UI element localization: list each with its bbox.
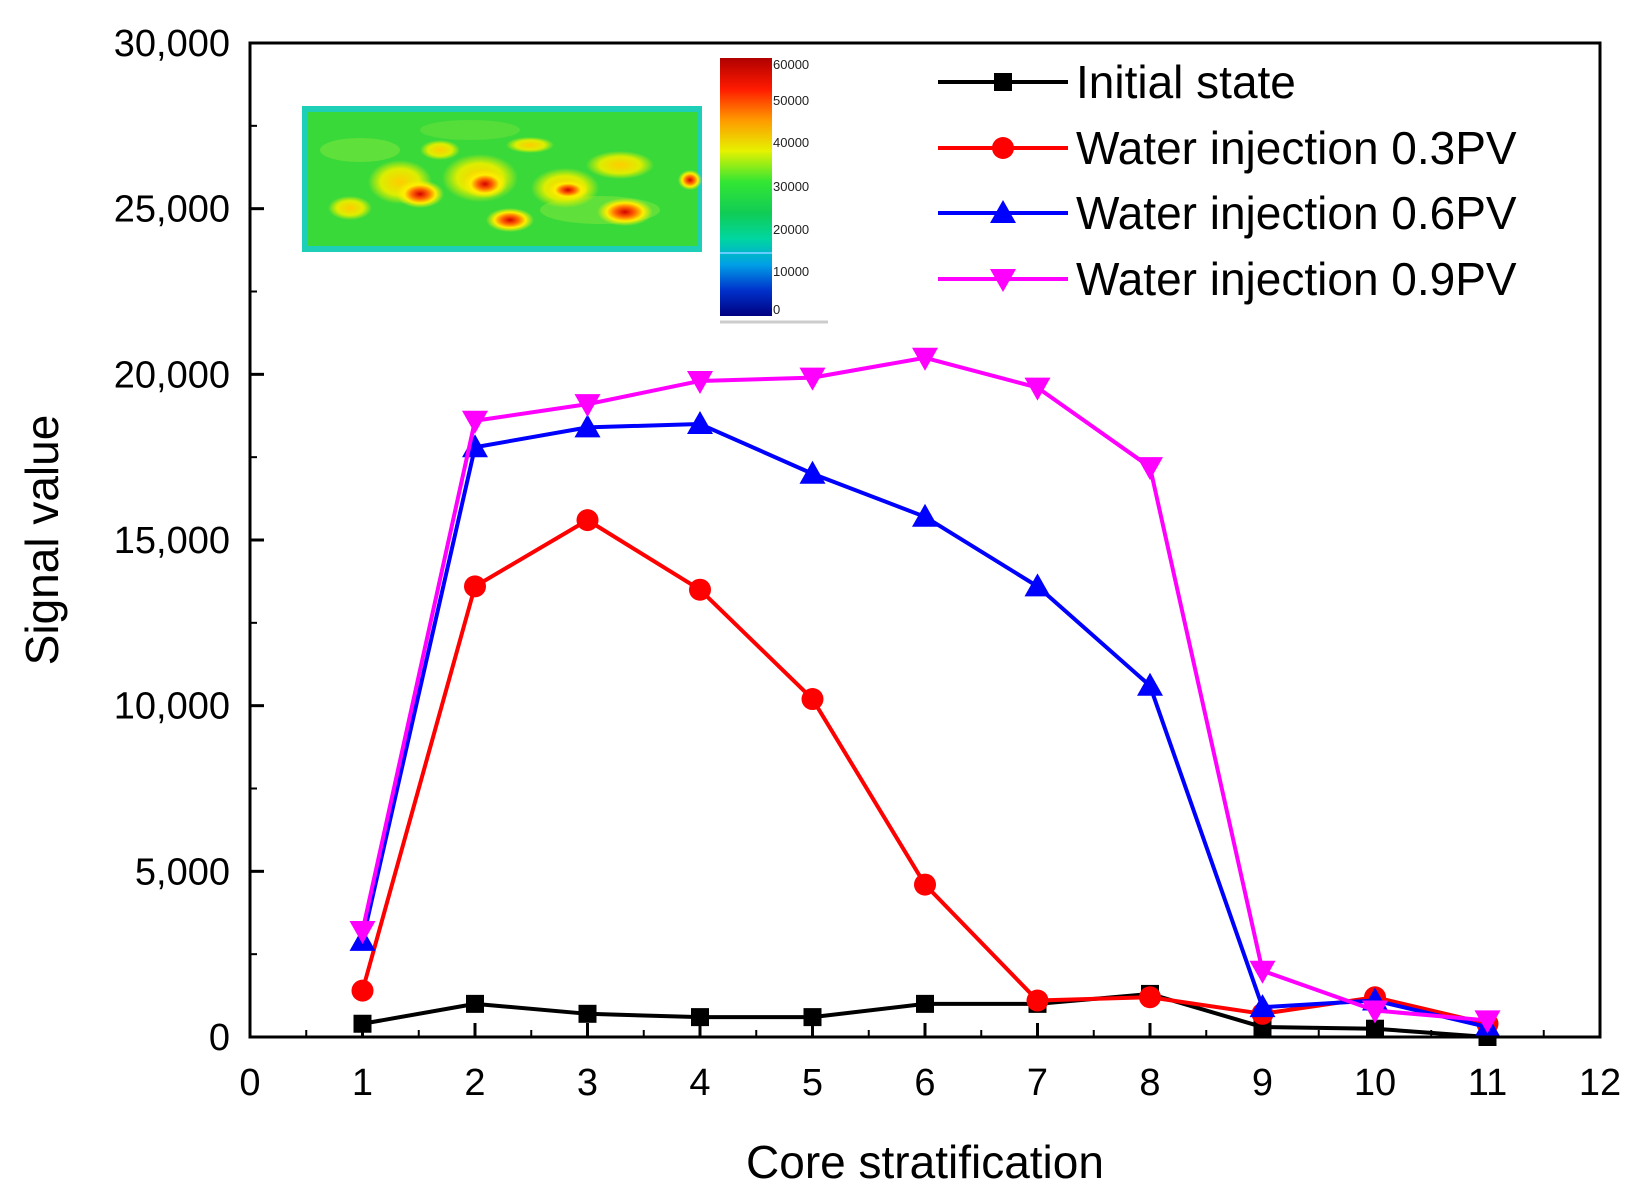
x-tick-label: 5	[802, 1062, 823, 1104]
data-point	[574, 414, 601, 438]
data-point	[1137, 672, 1163, 696]
data-point	[801, 688, 824, 711]
data-point	[914, 873, 936, 896]
data-point	[464, 575, 486, 598]
data-point	[462, 410, 488, 434]
series-3	[349, 347, 1501, 1034]
y-axis-title: Signal value	[16, 415, 68, 666]
series-1	[351, 509, 1499, 1035]
legend-marker	[990, 269, 1016, 292]
data-point	[466, 994, 484, 1013]
colorbar-label-30000: 30000	[773, 179, 809, 194]
legend-label: Initial state	[1076, 56, 1296, 108]
data-point	[353, 1014, 372, 1033]
x-axis-title: Core stratification	[746, 1136, 1104, 1188]
y-tick-label: 5,000	[135, 851, 230, 893]
y-tick-label: 25,000	[114, 189, 230, 231]
legend-label: Water injection 0.9PV	[1076, 253, 1517, 305]
x-tick-label: 4	[689, 1062, 710, 1104]
x-tick-label: 6	[914, 1062, 935, 1104]
plot-series	[349, 347, 1501, 1046]
data-point	[687, 370, 713, 394]
data-point	[1362, 1000, 1388, 1024]
x-tick-label: 12	[1579, 1062, 1621, 1104]
core-scan-inset	[302, 106, 702, 252]
legend: Initial state Water injection 0.3PV Water …	[938, 56, 1517, 305]
y-tick-label: 0	[209, 1017, 230, 1059]
colorbar-label-0: 0	[773, 302, 780, 317]
data-point	[349, 920, 376, 944]
axis-ticks: 0 1 2 3 4 5 6 7 8 9 10 11 1205,00010,00015,00020,000…	[114, 23, 1621, 1104]
data-point	[1139, 986, 1161, 1009]
series-line	[360, 355, 1488, 1023]
series-line	[360, 518, 1488, 1026]
series-2	[349, 411, 1501, 1038]
data-point	[1249, 994, 1276, 1018]
x-tick-label: 9	[1252, 1062, 1273, 1104]
data-point	[1366, 1019, 1384, 1038]
data-point	[351, 979, 374, 1002]
x-tick-label: 2	[464, 1062, 485, 1104]
colorbar-label-10000: 10000	[773, 264, 809, 279]
data-point	[689, 578, 711, 601]
x-tick-label: 10	[1354, 1062, 1396, 1104]
x-tick-label: 0	[239, 1062, 260, 1104]
data-point	[1474, 1010, 1501, 1034]
data-point	[1024, 573, 1051, 597]
x-tick-label: 11	[1468, 1062, 1507, 1104]
legend-label: Water injection 0.6PV	[1076, 187, 1517, 239]
y-tick-label: 15,000	[114, 520, 230, 562]
data-point	[576, 509, 599, 532]
x-tick-label: 3	[577, 1062, 598, 1104]
data-point	[578, 1004, 597, 1023]
legend-marker	[994, 73, 1012, 91]
data-point	[912, 503, 938, 527]
data-point	[1249, 960, 1276, 984]
y-tick-label: 20,000	[114, 354, 230, 396]
x-tick-label: 8	[1139, 1062, 1160, 1104]
colorbar-label-50000: 50000	[773, 93, 809, 108]
plot-frame	[248, 41, 1602, 1039]
data-point	[1137, 457, 1163, 481]
legend-marker	[990, 200, 1016, 223]
y-tick-label: 30,000	[114, 23, 230, 65]
x-tick-label: 1	[352, 1062, 373, 1104]
legend-label: Water injection 0.3PV	[1076, 122, 1517, 174]
data-point	[916, 994, 934, 1013]
data-point	[687, 411, 713, 435]
colorbar-label-60000: 60000	[773, 57, 809, 72]
data-point	[1026, 989, 1049, 1012]
data-point	[799, 367, 826, 391]
data-point	[691, 1008, 709, 1027]
colorbar: 60000 50000 40000 30000 20000 10000 0	[720, 57, 828, 324]
y-tick-label: 10,000	[114, 686, 230, 728]
data-point	[574, 394, 601, 418]
data-point	[803, 1008, 822, 1027]
data-point	[799, 460, 826, 484]
data-point	[1024, 377, 1051, 401]
legend-marker	[992, 137, 1014, 159]
colorbar-label-20000: 20000	[773, 222, 809, 237]
x-tick-label: 7	[1027, 1062, 1048, 1104]
data-point	[912, 347, 938, 371]
colorbar-label-40000: 40000	[773, 135, 809, 150]
